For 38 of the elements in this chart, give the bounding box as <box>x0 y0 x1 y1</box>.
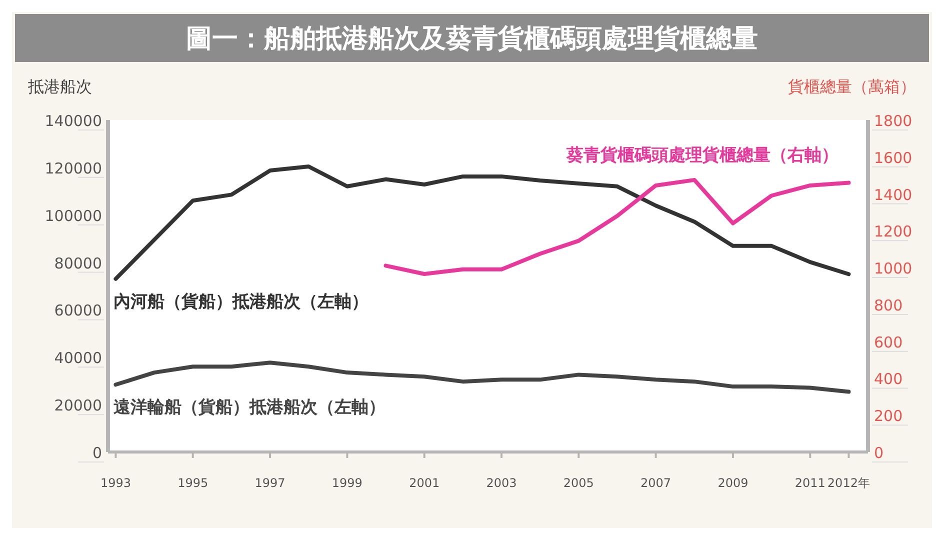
x-tick-label: 2007 <box>640 476 672 490</box>
y2-tick-label: 200 <box>874 407 903 426</box>
y-tick-label: 140000 <box>44 112 102 130</box>
y-tick-label: 20000 <box>54 396 102 415</box>
x-tick-label: 1997 <box>254 476 286 490</box>
y2-tick-label: 1400 <box>874 186 912 204</box>
line-series <box>114 360 851 394</box>
x-tick-label: 2003 <box>486 476 517 490</box>
x-tick-label: 2012年 <box>827 476 870 490</box>
x-tick-label: 2011 <box>794 476 826 490</box>
y2-tick-label: 0 <box>874 444 884 462</box>
y2-axis-title: 貨櫃總量（萬箱） <box>788 77 916 96</box>
y2-tick-label: 1600 <box>874 148 912 167</box>
x-tick-label: 2005 <box>563 476 594 490</box>
y-tick-label: 60000 <box>54 302 102 320</box>
line-series <box>384 178 851 276</box>
y2-tick-label: 1800 <box>874 112 912 130</box>
y-axis-title: 抵港船次 <box>27 77 92 96</box>
x-tick-label: 2009 <box>718 476 748 490</box>
x-tick-label: 2001 <box>409 476 440 490</box>
line-series <box>114 164 851 281</box>
y-tick-label: 0 <box>92 444 102 462</box>
y2-tick-label: 1200 <box>874 222 912 241</box>
y-tick-label: 120000 <box>44 159 102 178</box>
y2-tick-label: 400 <box>874 370 903 388</box>
y-tick-label: 40000 <box>54 349 102 368</box>
x-tick-label: 1993 <box>100 476 131 490</box>
y2-tick-label: 1000 <box>874 260 912 278</box>
series-label: 內河船（貨船）抵港船次（左軸） <box>114 292 369 312</box>
chart-title: 圖一：船舶抵港船次及葵青貨櫃碼頭處理貨櫃總量 <box>186 24 758 54</box>
series-label: 葵青貨櫃碼頭處理貨櫃總量（右軸） <box>566 146 839 166</box>
y2-tick-label: 800 <box>874 296 903 314</box>
y-tick-label: 100000 <box>44 206 102 225</box>
y2-tick-label: 600 <box>874 333 903 352</box>
y-tick-label: 80000 <box>54 254 102 272</box>
x-tick-label: 1995 <box>178 476 208 490</box>
series-label: 遠洋輪船（貨船）抵港船次（左軸） <box>114 398 386 418</box>
x-tick-label: 1999 <box>332 476 362 490</box>
